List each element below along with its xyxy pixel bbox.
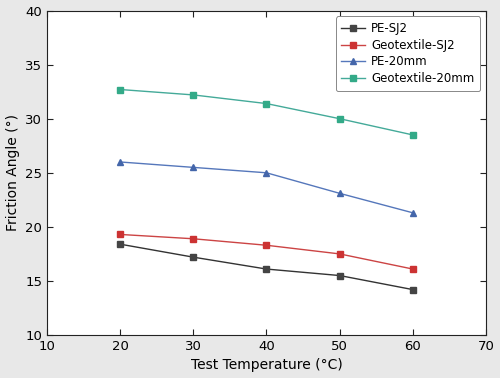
Geotextile-20mm — [117, 87, 123, 92]
PE-SJ2 — [190, 255, 196, 259]
Line: Geotextile-20mm: Geotextile-20mm — [118, 87, 416, 138]
PE-20mm — [336, 191, 342, 195]
Geotextile-20mm — [190, 93, 196, 97]
Legend: PE-SJ2, Geotextile-SJ2, PE-20mm, Geotextile-20mm: PE-SJ2, Geotextile-SJ2, PE-20mm, Geotext… — [336, 17, 480, 91]
Geotextile-SJ2 — [117, 232, 123, 237]
Geotextile-SJ2 — [190, 237, 196, 241]
Line: PE-20mm: PE-20mm — [118, 159, 416, 215]
Y-axis label: Friction Angle (°): Friction Angle (°) — [6, 114, 20, 231]
PE-20mm — [264, 170, 270, 175]
PE-SJ2 — [410, 287, 416, 292]
PE-20mm — [190, 165, 196, 170]
Line: Geotextile-SJ2: Geotextile-SJ2 — [118, 232, 416, 272]
Geotextile-SJ2 — [410, 267, 416, 271]
Geotextile-SJ2 — [336, 252, 342, 256]
PE-SJ2 — [117, 242, 123, 246]
X-axis label: Test Temperature (°C): Test Temperature (°C) — [190, 358, 342, 372]
PE-SJ2 — [336, 273, 342, 278]
Geotextile-20mm — [336, 116, 342, 121]
Geotextile-20mm — [410, 133, 416, 137]
Geotextile-20mm — [264, 101, 270, 106]
PE-20mm — [117, 160, 123, 164]
Line: PE-SJ2: PE-SJ2 — [118, 242, 416, 292]
Geotextile-SJ2 — [264, 243, 270, 248]
PE-20mm — [410, 211, 416, 215]
PE-SJ2 — [264, 267, 270, 271]
